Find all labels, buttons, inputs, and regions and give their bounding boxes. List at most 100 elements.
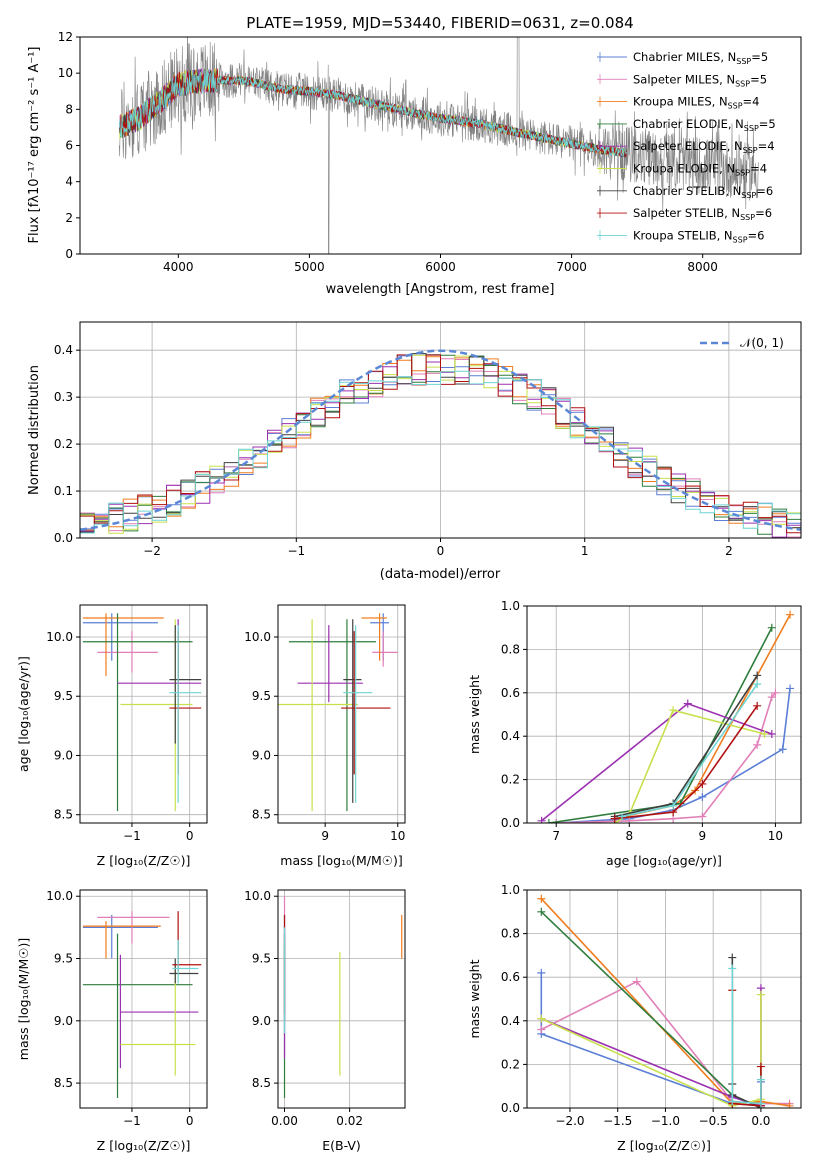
x-tick-label: 9 [699, 829, 707, 843]
series-line-chabrier_miles [540, 972, 762, 1107]
x-axis-label: Z [log₁₀(Z/Z☉)] [97, 853, 191, 868]
series-point-kroupa_miles [537, 894, 546, 903]
x-tick-label: 0 [186, 1114, 194, 1128]
legend-entry: Kroupa STELIB, NSSP=6 [633, 228, 764, 244]
x-axis-label: E(B-V) [322, 1138, 361, 1153]
chart-age-vs-Z: −1 0 8.5 9.0 9.5 10.0 Z [log₁₀(Z/Z☉)] age [log₁… [16, 604, 208, 868]
y-tick-label: 0.0 [501, 1101, 520, 1115]
errorbar-chabrier_elodie [288, 619, 376, 812]
errorbar-salpeter_stelib [172, 911, 202, 971]
y-tick-label: 0.1 [54, 484, 73, 498]
legend-entry: Chabrier STELIB, NSSP=6 [633, 184, 773, 200]
series-point-chabrier_elodie [537, 907, 546, 916]
series-line-kroupa_elodie [540, 994, 762, 1107]
series-point-kroupa_stelib [728, 964, 737, 973]
axes-frame [79, 604, 208, 824]
errorbar-salpeter_stelib [341, 631, 391, 775]
y-tick-label: 0.0 [501, 816, 520, 830]
y-tick-label: 8.5 [252, 1076, 271, 1090]
x-tick-label: −0.5 [699, 1114, 728, 1128]
y-tick-label: 10.0 [244, 630, 271, 644]
series-point-chabrier_miles [537, 968, 546, 977]
errorbar-salpeter_elodie [117, 619, 202, 697]
errorbar-chabrier_miles [82, 914, 158, 959]
plot-area [537, 610, 795, 823]
series-point-salpeter_miles [771, 688, 780, 697]
y-tick-label: 0.3 [54, 390, 73, 404]
series-point-kroupa_stelib [669, 801, 678, 810]
plot-area [118, 37, 759, 254]
series-point-kroupa_stelib [728, 1097, 737, 1106]
series-point-salpeter_miles [632, 977, 641, 986]
axes-frame [526, 889, 802, 1109]
y-tick-label: 10.0 [46, 630, 73, 644]
chart-massweight-vs-Z: −2.0 −1.5 −1.0 −0.5 0.0 0.0 0.2 0.4 0.6 0.8 1.0 Z [… [467, 883, 802, 1153]
errorbar-kroupa_stelib [172, 939, 199, 984]
series-point-salpeter_miles [552, 819, 561, 823]
y-tick-label: 9.5 [54, 689, 73, 703]
series-point-kroupa_elodie [669, 706, 678, 715]
errorbar-salpeter_miles [97, 631, 158, 673]
y-axis-label: mass weight [467, 959, 482, 1038]
errorbar-kroupa_elodie [120, 619, 193, 812]
x-tick-label: 0 [186, 829, 194, 843]
y-tick-label: 0.4 [501, 1014, 520, 1028]
x-tick-label: 10 [768, 829, 783, 843]
chart-mass-vs-EBV: 0.00 0.02 8.5 9.0 9.5 10.0 E(B-V) [244, 889, 406, 1153]
grid [80, 890, 207, 1108]
observed-spectrum-line [119, 37, 759, 254]
errorbar-salpeter_stelib [169, 631, 202, 775]
y-tick-label: 0.4 [54, 343, 73, 357]
errorbar-chabrier_elodie [82, 933, 193, 1099]
series-point-salpeter_elodie [683, 699, 692, 708]
x-axis-label: Z [log₁₀(Z/Z☉)] [97, 1138, 191, 1153]
plot-area [537, 894, 794, 1108]
x-tick-label: 0.0 [751, 1114, 770, 1128]
x-tick-label: 2 [725, 544, 733, 558]
series-point-chabrier_stelib [728, 953, 737, 962]
plot-area [278, 613, 398, 812]
series-point-kroupa_stelib [617, 812, 626, 821]
chart-title: PLATE=1959, MJD=53440, FIBERID=0631, z=0… [246, 14, 633, 32]
series-point-chabrier_stelib [753, 671, 762, 680]
series-point-salpeter_miles [753, 740, 762, 749]
errorbar-salpeter_miles [372, 631, 398, 667]
errorbar-kroupa_stelib [343, 625, 373, 803]
series-line-salpeter_elodie [541, 702, 773, 822]
x-tick-label: 0.02 [336, 1114, 363, 1128]
errorbar-chabrier_stelib [343, 619, 362, 803]
grid [527, 605, 801, 824]
legend-entry: Salpeter STELIB, NSSP=6 [633, 206, 772, 222]
y-tick-label: 8.5 [54, 1076, 73, 1090]
axes-frame [526, 605, 802, 824]
errorbar-salpeter_miles [97, 911, 170, 944]
axes-frame [79, 889, 208, 1109]
y-tick-label: 0.2 [54, 437, 73, 451]
series-point-kroupa_stelib [753, 680, 762, 689]
chart-spectrum: 4000 5000 6000 7000 8000 0 2 4 6 8 10 12 PLATE=1959,… [27, 14, 802, 297]
y-tick-label: 1.0 [501, 883, 520, 897]
y-axis-label: mass weight [467, 675, 482, 754]
y-tick-label: 8.5 [252, 808, 271, 822]
grid [278, 890, 405, 1108]
series-point-kroupa_elodie [760, 730, 769, 739]
plot-area [82, 613, 202, 812]
legend-entry: Kroupa ELODIE, NSSP=4 [633, 162, 767, 178]
normal-curve [80, 349, 801, 532]
series-line-chabrier_miles [556, 688, 791, 823]
series-point-kroupa_stelib [756, 1075, 765, 1084]
chart-massweight-vs-age: 7 8 9 10 0.0 0.2 0.4 0.6 0.8 1.0 age [log₁₀(age/yr… [467, 599, 802, 868]
errorbar-salpeter_elodie [119, 954, 199, 1069]
errorbar-kroupa_elodie [278, 619, 358, 812]
y-tick-label: 8 [65, 102, 73, 116]
series-point-chabrier_elodie [767, 623, 776, 632]
legend-entry: Salpeter ELODIE, NSSP=4 [633, 139, 775, 155]
legend: Chabrier MILES, NSSP=5 Salpeter MILES, NS… [597, 50, 776, 244]
series-point-salpeter_stelib [753, 701, 762, 710]
chart-residuals: −2 −1 0 1 2 0.0 0.1 0.2 0.3 0.4 𝒩(0, 1) (data-model… [27, 321, 802, 582]
series-point-kroupa_miles [785, 1101, 794, 1108]
x-tick-label: 4000 [163, 260, 194, 274]
x-tick-label: 6000 [425, 260, 456, 274]
series-point-salpeter_miles [767, 693, 776, 702]
y-tick-label: 0.4 [501, 729, 520, 743]
